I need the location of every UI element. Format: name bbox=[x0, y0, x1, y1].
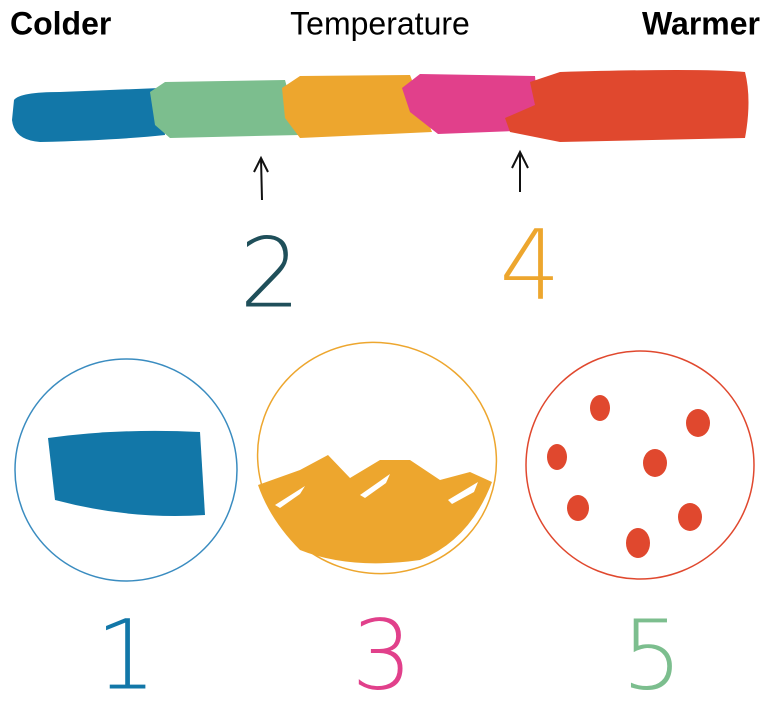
temperature-label: Temperature bbox=[290, 5, 470, 41]
bar-blue bbox=[12, 88, 165, 142]
label-1: 1 bbox=[95, 599, 156, 711]
label-4: 4 bbox=[499, 209, 560, 321]
colder-label: Colder bbox=[10, 5, 111, 41]
warmer-label: Warmer bbox=[642, 5, 760, 41]
gas-particles bbox=[547, 395, 710, 558]
liquid-shape bbox=[258, 455, 492, 563]
bar-green bbox=[150, 80, 300, 138]
arrows bbox=[254, 152, 528, 200]
solid-shape bbox=[48, 431, 205, 516]
arrow bbox=[254, 158, 268, 200]
label-2: 2 bbox=[239, 217, 300, 329]
bar-red bbox=[505, 70, 749, 142]
label-5: 5 bbox=[621, 599, 682, 711]
diagram: Colder Temperature Warmer 2 4 1 3 5 bbox=[0, 0, 766, 711]
page: {"header": {"left": "Colder", "center": … bbox=[0, 0, 766, 711]
label-3: 3 bbox=[351, 599, 412, 711]
temperature-bar bbox=[12, 70, 749, 142]
arrow bbox=[512, 152, 528, 192]
